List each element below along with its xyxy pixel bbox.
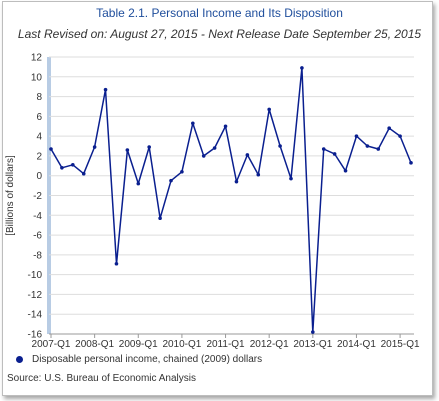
x-tick-label: 2007-Q1 xyxy=(32,339,71,350)
data-point xyxy=(201,154,206,158)
legend: Disposable personal income, chained (200… xyxy=(16,354,262,365)
series-line xyxy=(50,67,412,333)
y-tick-label: 10 xyxy=(31,72,43,83)
data-point xyxy=(158,216,162,221)
data-point xyxy=(376,147,381,151)
data-point xyxy=(136,181,141,186)
y-tick-label: 0 xyxy=(36,171,42,182)
data-point xyxy=(289,176,293,181)
data-point xyxy=(71,163,75,167)
data-point xyxy=(267,107,271,112)
data-point xyxy=(256,172,261,177)
data-point xyxy=(300,66,304,70)
data-point xyxy=(103,87,108,92)
data-point xyxy=(147,145,151,149)
y-tick-label: -2 xyxy=(33,191,42,202)
data-point xyxy=(387,126,391,131)
data-point xyxy=(311,330,315,334)
x-tick-label: 2010-Q1 xyxy=(162,339,201,350)
x-tick-label: 2012-Q1 xyxy=(250,339,289,350)
chart-frame xyxy=(2,1,433,396)
y-tick-label: -4 xyxy=(33,211,42,222)
data-point xyxy=(278,144,282,148)
data-point xyxy=(180,169,184,174)
x-tick-label: 2015-Q1 xyxy=(381,339,420,350)
y-tick-label: 2 xyxy=(36,151,42,162)
chart-title: Table 2.1. Personal Income and Its Dispo… xyxy=(96,6,343,20)
x-tick-label: 2009-Q1 xyxy=(119,339,158,350)
data-point xyxy=(234,179,239,184)
x-tick-label: 2014-Q1 xyxy=(337,339,376,350)
y-tick-label: -12 xyxy=(28,290,43,301)
y-tick-label: 6 xyxy=(36,112,42,123)
data-point xyxy=(191,121,195,126)
data-point xyxy=(245,153,250,157)
data-point xyxy=(223,124,228,129)
data-point xyxy=(332,152,337,156)
data-point xyxy=(409,161,413,165)
y-tick-label: -16 xyxy=(28,330,43,341)
y-tick-label: -8 xyxy=(33,250,42,261)
y-axis-title: [Billions of dollars] xyxy=(5,155,16,236)
y-tick-label: 8 xyxy=(36,92,42,103)
data-point xyxy=(60,166,64,170)
data-point xyxy=(343,168,348,173)
data-point xyxy=(92,145,97,149)
chart-subtitle: Last Revised on: August 27, 2015 - Next … xyxy=(17,27,422,41)
data-point xyxy=(365,144,370,148)
y-tick-label: 12 xyxy=(31,53,43,64)
x-tick-label: 2008-Q1 xyxy=(75,339,114,350)
data-point xyxy=(321,147,326,151)
data-point xyxy=(169,178,173,183)
x-tick-label: 2011-Q1 xyxy=(206,339,245,350)
legend-marker-icon xyxy=(16,356,23,363)
data-point xyxy=(81,171,86,176)
y-tick-label: 4 xyxy=(36,132,42,143)
data-point xyxy=(212,146,217,150)
legend-label: Disposable personal income, chained (200… xyxy=(32,354,263,365)
x-tick-label: 2013-Q1 xyxy=(293,339,332,350)
y-tick-label: -10 xyxy=(28,270,43,281)
data-point xyxy=(354,134,359,138)
data-point xyxy=(114,261,119,266)
y-tick-label: -14 xyxy=(28,310,43,321)
y-tick-label: -6 xyxy=(33,231,42,242)
data-point xyxy=(49,147,53,151)
data-point xyxy=(125,148,130,152)
data-point xyxy=(398,134,402,138)
source-note: Source: U.S. Bureau of Economic Analysis xyxy=(7,373,196,384)
